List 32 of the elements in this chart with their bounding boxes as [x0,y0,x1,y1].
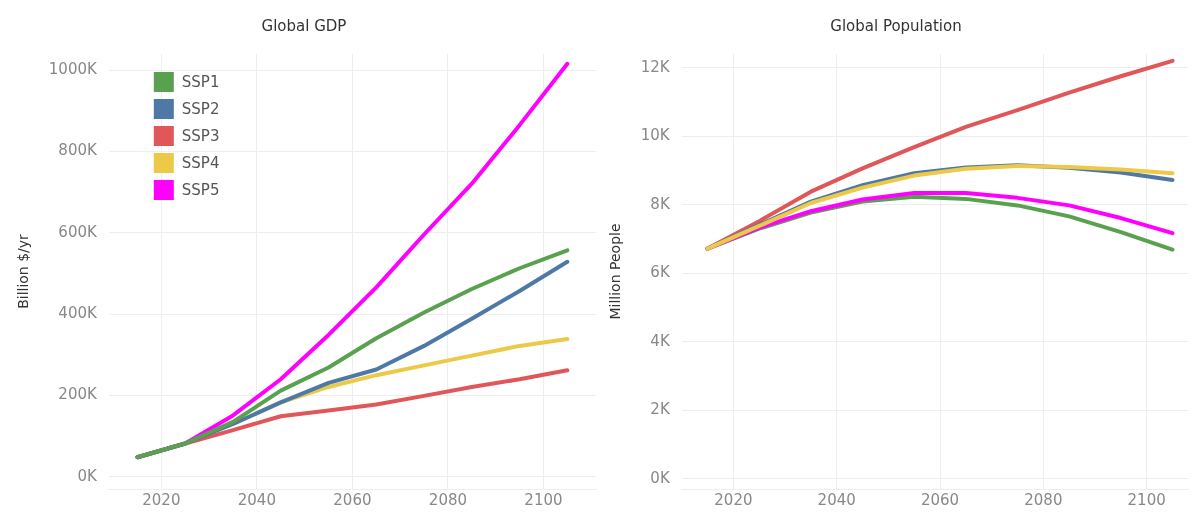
y-tick-label: 1000K [48,60,98,79]
x-tick-label: 2080 [428,490,468,509]
legend-label: SSP3 [181,126,220,145]
x-tick-label: 2020 [142,490,181,509]
y-tick-label: 10K [640,126,671,145]
chart-title: Global GDP [261,16,347,35]
y-axis-title: Million People [607,223,624,320]
y-tick-label: 4K [650,331,671,350]
y-tick-label: 800K [58,141,98,160]
y-tick-label: 0K [650,468,671,487]
x-tick-label: 2040 [237,490,276,509]
y-tick-label: 6K [650,263,671,282]
legend-label: SSP1 [181,72,220,91]
x-tick-label: 2040 [817,490,856,509]
legend-label: SSP4 [181,153,220,172]
y-tick-label: 12K [640,57,671,76]
x-tick-label: 2100 [1127,490,1166,509]
y-tick-label: 2K [650,400,671,419]
y-tick-label: 200K [58,385,98,404]
x-tick-label: 2020 [714,490,753,509]
x-tick-label: 2100 [524,490,563,509]
y-tick-label: 0K [77,466,98,485]
chart-title: Global Population [830,16,962,35]
x-tick-label: 2060 [920,490,960,509]
x-tick-label: 2060 [333,490,372,509]
legend-label: SSP2 [181,99,220,118]
y-tick-label: 8K [650,194,671,213]
y-tick-label: 400K [58,304,98,323]
legend-label: SSP5 [181,180,220,199]
y-tick-label: 600K [58,222,98,241]
y-axis-title: Billion $/yr [15,233,32,309]
x-tick-label: 2080 [1024,490,1063,509]
